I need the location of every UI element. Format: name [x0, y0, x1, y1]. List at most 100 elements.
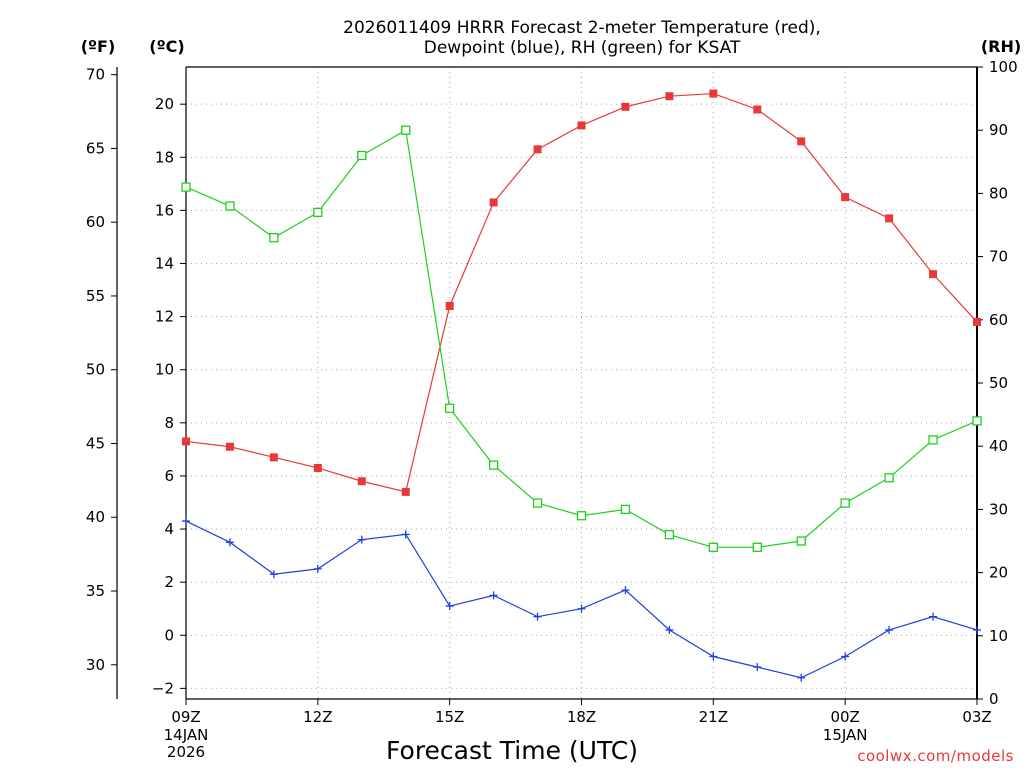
rh-point [181, 182, 191, 192]
x-tick-label: 09Z [171, 708, 200, 726]
rh-point [972, 416, 982, 426]
rh-tick-label: 20 [989, 564, 1008, 582]
celsius-tick-label: −2 [152, 679, 174, 697]
rh-point [752, 542, 762, 552]
temperature-point [929, 270, 938, 279]
dewpoint-point [489, 591, 498, 600]
dewpoint-point [841, 652, 850, 661]
rh-point [840, 498, 850, 508]
dewpoint-point [313, 564, 322, 573]
chart-title-line1: 2026011409 HRRR Forecast 2-meter Tempera… [343, 18, 821, 38]
fahrenheit-axis-label: (ºF) [81, 37, 116, 56]
temperature-point [621, 102, 630, 111]
temperature-point [533, 145, 542, 154]
celsius-axis-label: (ºC) [149, 37, 184, 56]
temperature-point [182, 437, 190, 446]
rh-tick-label: 60 [989, 311, 1008, 329]
celsius-tick-label: 20 [155, 95, 174, 113]
rh-series [181, 125, 982, 552]
dewpoint-point [577, 604, 586, 613]
rh-point [269, 232, 279, 243]
fahrenheit-tick-label: 40 [86, 508, 105, 526]
x-date-label: 2026 [167, 743, 205, 761]
temperature-point [313, 463, 322, 472]
fahrenheit-tick-label: 50 [86, 361, 105, 379]
fahrenheit-tick-label: 60 [86, 213, 105, 231]
celsius-tick-label: 8 [164, 414, 174, 432]
fahrenheit-tick-label: 70 [86, 66, 105, 84]
dewpoint-point [445, 602, 454, 611]
x-tick-label: 00Z [830, 708, 859, 726]
x-tick-label: 15Z [435, 708, 464, 726]
rh-point [620, 504, 631, 515]
x-date-label: 14JAN [164, 726, 209, 744]
rh-point [884, 473, 894, 483]
temperature-point [445, 301, 454, 310]
temperature-point [665, 92, 674, 101]
dewpoint-point [665, 625, 674, 634]
x-tick-label: 21Z [699, 708, 728, 726]
rh-point [225, 201, 235, 211]
celsius-tick-label: 14 [155, 255, 174, 273]
dewpoint-point [182, 517, 190, 526]
rh-tick-label: 0 [989, 690, 999, 708]
rh-point [401, 125, 411, 135]
dewpoint-line [185, 520, 978, 679]
dewpoint-point [621, 586, 630, 595]
dewpoint-point [973, 625, 981, 634]
temperature-point [841, 193, 850, 202]
temperature-point [709, 89, 718, 98]
x-date-label: 15JAN [823, 726, 868, 744]
celsius-tick-label: 6 [164, 467, 174, 485]
temperature-point [753, 105, 762, 114]
fahrenheit-tick-label: 45 [86, 434, 105, 452]
fahrenheit-tick-label: 55 [86, 287, 105, 305]
rh-tick-label: 30 [989, 500, 1008, 518]
celsius-tick-label: 2 [164, 573, 174, 591]
rh-point [664, 530, 675, 540]
dewpoint-point [709, 652, 718, 661]
rh-point [928, 435, 938, 445]
rh-axis-label: (RH) [981, 37, 1021, 56]
temperature-point [973, 317, 981, 326]
celsius-tick-label: 16 [155, 201, 174, 219]
rh-tick-label: 50 [989, 374, 1008, 392]
rh-point [576, 511, 587, 521]
x-tick-label: 12Z [303, 708, 332, 726]
celsius-tick-label: 4 [164, 520, 174, 538]
rh-tick-label: 100 [989, 58, 1018, 76]
dewpoint-point [225, 538, 234, 547]
rh-point [708, 542, 718, 552]
celsius-tick-label: 10 [155, 361, 174, 379]
fahrenheit-tick-label: 30 [86, 656, 105, 674]
dewpoint-series [182, 517, 981, 682]
celsius-tick-label: 12 [155, 308, 174, 326]
temperature-point [225, 442, 234, 451]
gridlines [185, 67, 978, 699]
dewpoint-point [269, 570, 278, 579]
rh-tick-label: 70 [989, 248, 1008, 266]
x-tick-label: 03Z [962, 708, 991, 726]
axes-lines [111, 66, 983, 705]
rh-point [445, 403, 455, 413]
rh-point [357, 150, 367, 161]
temperature-point [797, 137, 806, 146]
celsius-tick-label: 0 [164, 626, 174, 644]
temperature-series [182, 89, 981, 496]
dewpoint-point [357, 535, 366, 544]
rh-tick-label: 80 [989, 184, 1008, 202]
dewpoint-point [929, 612, 938, 621]
rh-tick-label: 10 [989, 627, 1008, 645]
data-series [181, 89, 982, 682]
dewpoint-point [885, 625, 894, 634]
temperature-point [489, 198, 498, 207]
rh-point [796, 536, 806, 546]
tick-labels: 20181614121086420−2706560555045403530100… [86, 58, 1018, 761]
dewpoint-point [533, 612, 542, 621]
dewpoint-point [401, 530, 410, 539]
dewpoint-point [753, 663, 762, 672]
source-credit: coolwx.com/models [857, 747, 1014, 765]
temperature-point [577, 121, 586, 130]
temperature-point [401, 487, 410, 496]
